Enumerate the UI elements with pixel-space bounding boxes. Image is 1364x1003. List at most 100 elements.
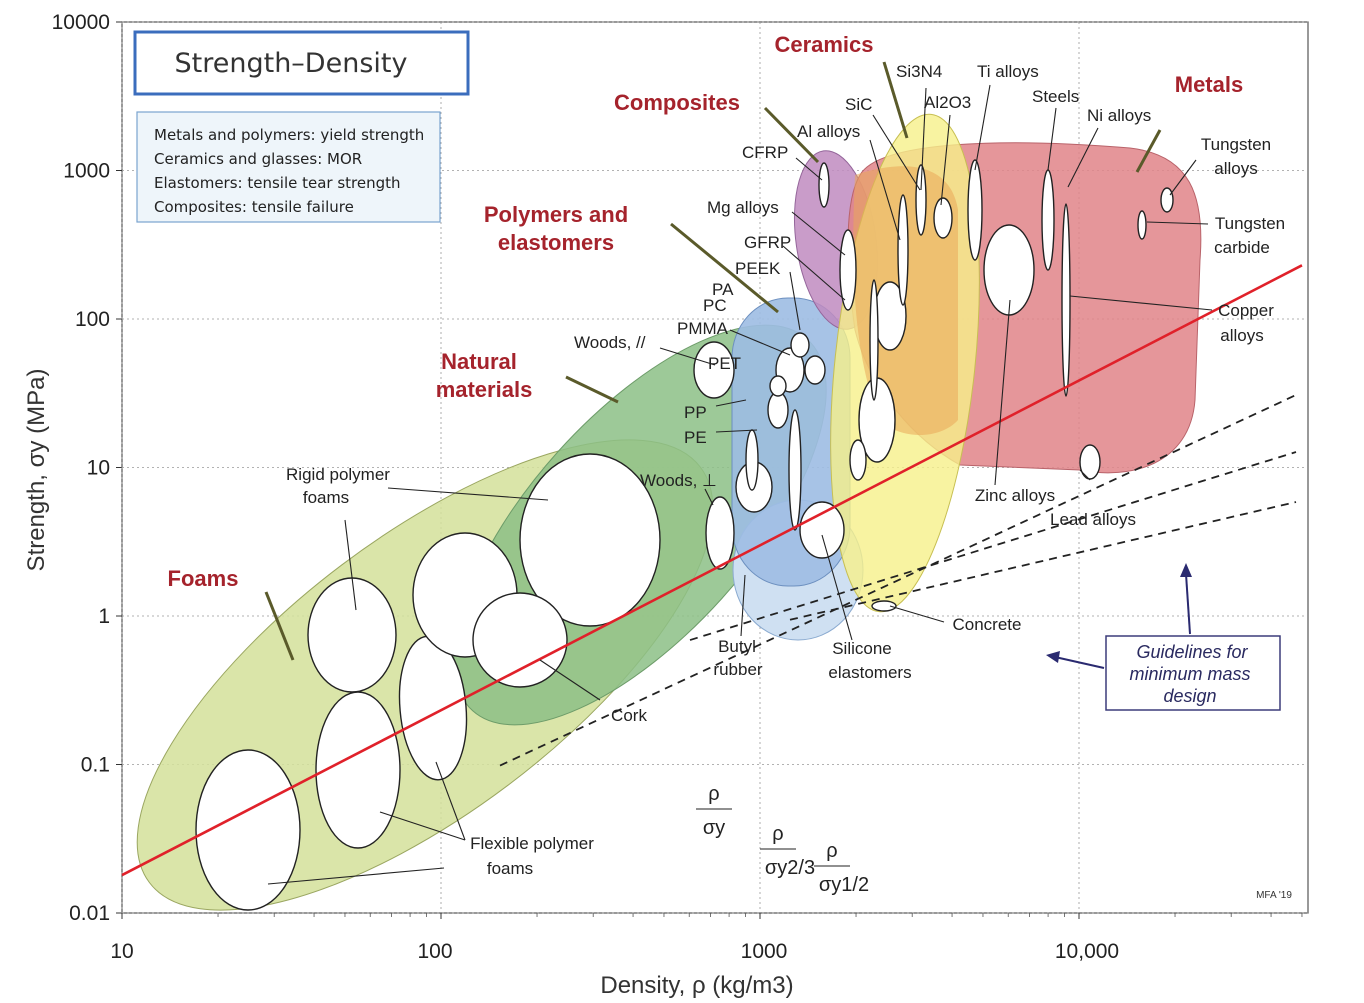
leader-line <box>715 429 758 433</box>
label-natural-line2: materials <box>436 377 533 402</box>
label-foams: Foams <box>168 566 239 591</box>
metal-bubble <box>1137 210 1147 240</box>
ceramic-bubble <box>915 164 927 236</box>
leader-line <box>1079 469 1091 481</box>
leader-line <box>889 605 945 623</box>
material-label-carbide: carbide <box>1214 238 1270 257</box>
metal-bubble <box>1061 203 1071 397</box>
foam-bubble <box>195 749 301 911</box>
notes-box <box>136 111 441 223</box>
material-label-foams: foams <box>487 859 533 878</box>
guideline-arrow <box>1185 573 1191 635</box>
wood-bubble <box>693 341 735 399</box>
material-label-steels: Steels <box>1032 87 1079 106</box>
material-label-peek: PEEK <box>735 259 781 278</box>
guideline-denominator: σy2/3 <box>765 857 815 879</box>
guideline-arrow <box>1054 656 1105 669</box>
leader-line <box>795 157 823 181</box>
guideline-denominator: σy <box>703 817 725 839</box>
material-label-pa: PA <box>712 280 734 299</box>
note-line: Ceramics and glasses: MOR <box>154 150 362 168</box>
family-pointer <box>264 591 295 661</box>
leader-line <box>1146 221 1209 225</box>
leader-line <box>1169 159 1197 196</box>
note-line: Metals and polymers: yield strength <box>154 126 424 144</box>
y-tick-label: 0.1 <box>81 754 110 777</box>
material-label-sic: SiC <box>845 95 872 114</box>
material-label-foams: foams <box>303 488 349 507</box>
leader-line <box>435 761 466 841</box>
polymer-bubble <box>788 409 802 531</box>
leader-line <box>344 519 357 611</box>
material-label-ni-alloys: Ni alloys <box>1087 106 1151 125</box>
credit-label: MFA '19 <box>1256 890 1292 901</box>
gfrp-bubble <box>839 229 857 311</box>
material-label-pc: PC <box>703 296 727 315</box>
leader-line <box>872 114 921 191</box>
material-label-rubber: rubber <box>713 660 762 679</box>
leader-line <box>821 534 853 641</box>
guideline-numerator: ρ <box>826 840 837 862</box>
metal-bubble <box>1041 169 1055 271</box>
x-tick-label: 1000 <box>741 940 788 963</box>
leader-line <box>729 329 791 356</box>
envelope-overlap <box>853 166 958 435</box>
family-pointer <box>670 222 779 314</box>
guideline-box-line2: minimum mass <box>1129 664 1250 684</box>
material-label-woods: Woods, // <box>574 333 646 352</box>
y-tick-label: 10000 <box>52 11 110 34</box>
leader-line <box>994 299 1011 486</box>
leader-line <box>387 487 549 501</box>
polymer-bubble <box>745 429 759 491</box>
leader-line <box>791 211 846 256</box>
leader-line <box>1047 107 1057 171</box>
note-line: Elastomers: tensile tear strength <box>154 174 401 192</box>
metal-bubble <box>983 224 1035 316</box>
guideline-line <box>499 394 1297 767</box>
label-polymers-line1: Polymers and <box>484 202 628 227</box>
x-axis-label: Density, ρ (kg/m3) <box>600 972 793 999</box>
cork-bubble <box>472 592 568 688</box>
family-pointer <box>882 61 909 139</box>
material-label-concrete: Concrete <box>953 615 1022 634</box>
material-label-pmma: PMMA <box>677 319 729 338</box>
leader-line <box>740 574 746 637</box>
material-label-pp: PP <box>684 403 707 422</box>
polymer-bubble <box>790 332 810 358</box>
y-tick-label: 1000 <box>63 160 110 183</box>
guideline-line <box>689 451 1297 641</box>
cfrp-bubble <box>818 162 830 208</box>
family-pointer <box>565 375 619 404</box>
x-tick-label: 100 <box>417 940 452 963</box>
y-tick-label: 0.01 <box>69 902 110 925</box>
polymer-bubble <box>767 391 789 429</box>
leader-line <box>715 399 747 407</box>
material-label-tungsten: Tungsten <box>1215 214 1285 233</box>
leader-line <box>940 114 951 206</box>
guideline-line <box>789 501 1297 621</box>
material-label-butyl: Butyl <box>718 637 756 656</box>
y-tick-label: 10 <box>87 457 110 480</box>
material-label-flexible-polymer: Flexible polymer <box>470 834 594 853</box>
label-composites: Composites <box>614 90 740 115</box>
chart-title: Strength–Density <box>175 48 408 79</box>
guideline-arrowhead <box>1180 563 1192 577</box>
leader-line <box>974 84 991 171</box>
label-metals: Metals <box>1175 72 1243 97</box>
y-axis-label: Strength, σy (MPa) <box>23 369 50 572</box>
leader-line <box>782 245 846 301</box>
material-label-al-alloys: Al alloys <box>797 122 860 141</box>
note-line: Composites: tensile failure <box>154 198 354 216</box>
foam-bubble <box>315 691 401 849</box>
material-label-mg-alloys: Mg alloys <box>707 198 779 217</box>
material-label-tungsten: Tungsten <box>1201 135 1271 154</box>
material-label-copper: Copper <box>1218 301 1274 320</box>
leader-line <box>869 139 901 241</box>
material-label-alloys: alloys <box>1214 159 1257 178</box>
leader-line <box>789 271 801 331</box>
material-label-zinc-alloys: Zinc alloys <box>975 486 1055 505</box>
title-box <box>133 30 470 96</box>
material-label-elastomers: elastomers <box>828 663 911 682</box>
silicone-bubble <box>799 501 845 559</box>
material-label-pet: PET <box>708 354 741 373</box>
